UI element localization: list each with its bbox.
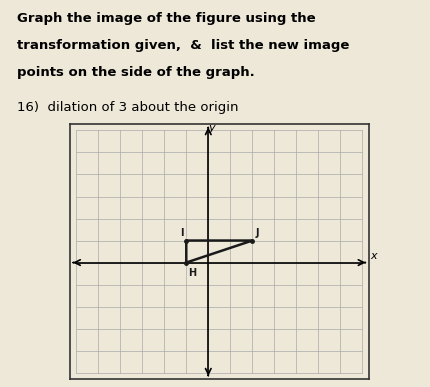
- Text: points on the side of the graph.: points on the side of the graph.: [17, 66, 255, 79]
- Text: I: I: [181, 228, 184, 238]
- Text: transformation given,  &  list the new image: transformation given, & list the new ima…: [17, 39, 350, 52]
- Text: x: x: [370, 252, 377, 262]
- Text: H: H: [188, 268, 197, 278]
- Text: y: y: [208, 123, 215, 133]
- Text: 16)  dilation of 3 about the origin: 16) dilation of 3 about the origin: [17, 101, 239, 114]
- Text: J: J: [255, 228, 259, 238]
- Text: Graph the image of the figure using the: Graph the image of the figure using the: [17, 12, 316, 25]
